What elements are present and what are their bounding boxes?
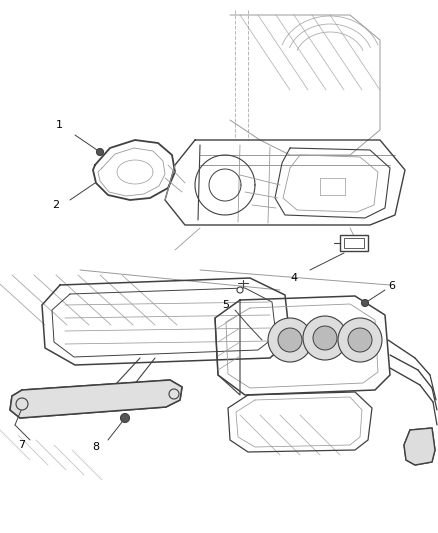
Circle shape — [278, 328, 302, 352]
Text: 8: 8 — [92, 442, 99, 452]
Bar — [340, 235, 368, 251]
Text: 2: 2 — [52, 200, 59, 210]
Circle shape — [313, 326, 337, 350]
Circle shape — [169, 389, 179, 399]
Circle shape — [16, 398, 28, 410]
Text: 6: 6 — [388, 281, 395, 291]
Text: 4: 4 — [290, 273, 297, 283]
Circle shape — [237, 287, 243, 293]
Circle shape — [361, 300, 368, 306]
Bar — [344, 238, 364, 248]
Circle shape — [303, 316, 347, 360]
Text: 7: 7 — [18, 440, 25, 450]
Circle shape — [348, 328, 372, 352]
Text: 1: 1 — [56, 120, 63, 130]
Circle shape — [120, 414, 130, 423]
Circle shape — [338, 318, 382, 362]
Text: 5: 5 — [222, 300, 229, 310]
Circle shape — [96, 149, 103, 156]
Circle shape — [268, 318, 312, 362]
Polygon shape — [404, 428, 435, 465]
Polygon shape — [10, 380, 182, 418]
